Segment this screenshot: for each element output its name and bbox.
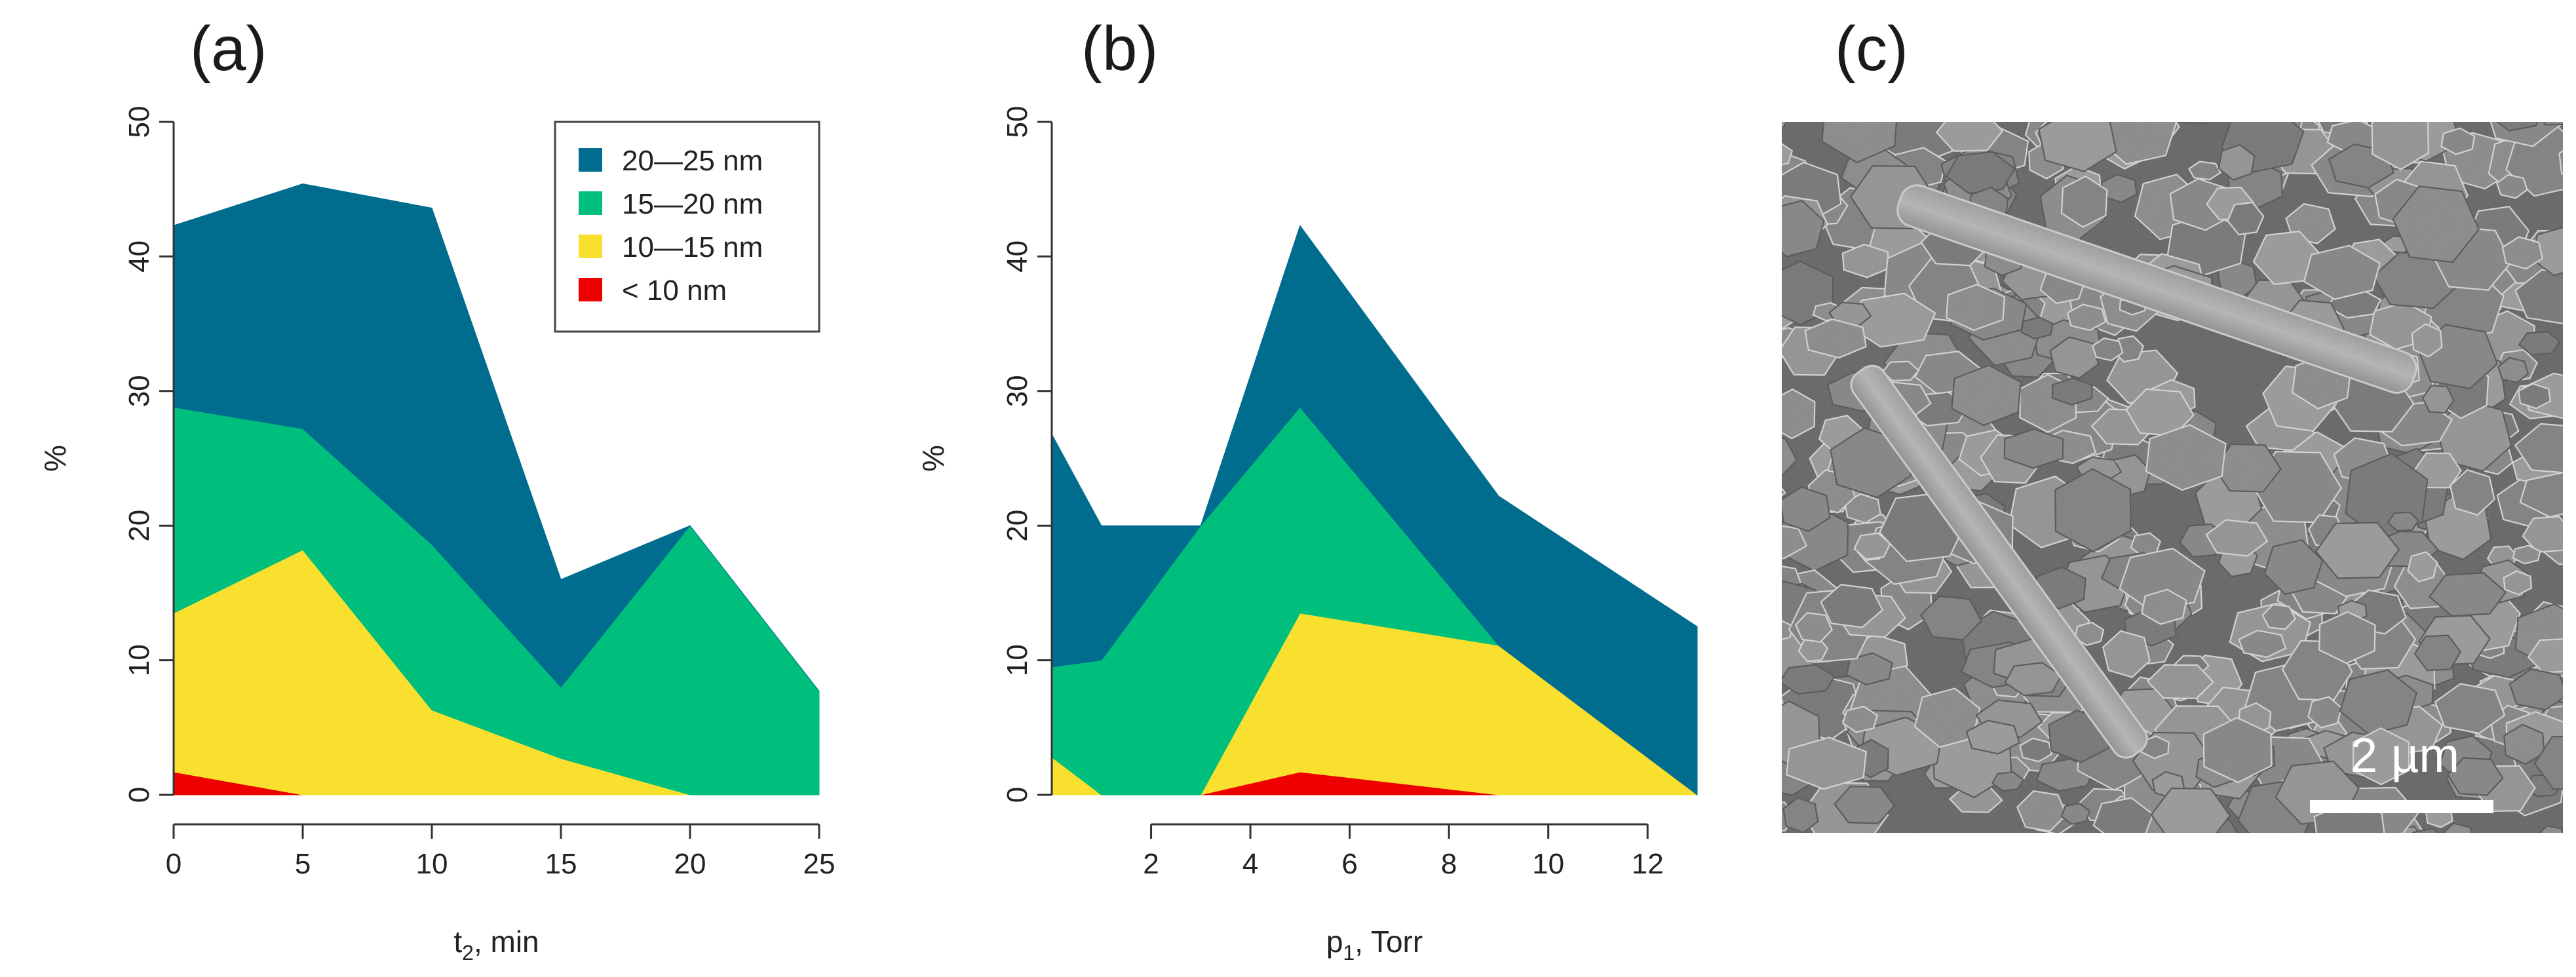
- legend-label: < 10 nm: [622, 275, 727, 307]
- scale-bar: [2310, 800, 2493, 813]
- x-tick-label: 10: [416, 848, 448, 880]
- y-axis-label: %: [916, 445, 950, 472]
- x-tick-label: 6: [1341, 848, 1357, 880]
- y-tick-label: 20: [123, 510, 155, 542]
- legend-label: 15—20 nm: [622, 188, 763, 220]
- legend-swatch: [579, 235, 602, 258]
- x-tick-label: 2: [1143, 848, 1159, 880]
- scale-bar-label-overlay: 2 µm: [2351, 728, 2459, 782]
- y-tick-label: 50: [1001, 106, 1033, 138]
- legend-swatch: [579, 278, 602, 301]
- panel-label-b: (b): [1081, 14, 1159, 84]
- y-tick-label: 50: [123, 106, 155, 138]
- legend-swatch: [579, 148, 602, 172]
- x-axis-label: p1, Torr: [1326, 925, 1423, 965]
- x-tick-label: 5: [295, 848, 311, 880]
- area-20-25-nm: [1051, 225, 1698, 796]
- y-axis-label: %: [38, 445, 72, 472]
- x-tick-label: 20: [674, 848, 706, 880]
- x-tick-label: 4: [1242, 848, 1258, 880]
- area-20-25-nm: [173, 183, 820, 692]
- chart-b: 0 10 20 30 40 50 2 4 6 8 10 12 p1, Torr%: [916, 106, 1699, 965]
- x-tick-label: 15: [545, 848, 577, 880]
- sem-micrograph: 2 µm: [1782, 122, 2563, 833]
- sem-noise: [1782, 122, 2563, 833]
- y-tick-label: 20: [1001, 510, 1033, 542]
- legend-swatch: [579, 191, 602, 215]
- x-tick-label: 12: [1632, 848, 1664, 880]
- x-tick-label: 25: [803, 848, 836, 880]
- legend: 20—25 nm 15—20 nm 10—15 nm < 10 nm: [554, 121, 820, 333]
- y-tick-label: 0: [1001, 787, 1033, 803]
- y-tick-label: 10: [1001, 644, 1033, 676]
- x-tick-label: 10: [1532, 848, 1564, 880]
- legend-label: 10—15 nm: [622, 231, 763, 263]
- panel-label-c: (c): [1835, 14, 1908, 84]
- legend-label: 20—25 nm: [622, 145, 763, 177]
- chart-a: 0 10 20 30 40 50 0 5 10 15 20 25 t2, min% 20—25 nm 15…: [38, 106, 836, 965]
- panel-label-a: (a): [190, 14, 267, 84]
- y-tick-label: 0: [123, 787, 155, 803]
- sem-image: [1782, 122, 2563, 833]
- y-tick-label: 40: [1001, 240, 1033, 273]
- y-tick-label: 30: [1001, 375, 1033, 407]
- y-tick-label: 30: [123, 375, 155, 407]
- x-axis-label: t2, min: [453, 925, 539, 965]
- x-tick-label: 8: [1441, 848, 1457, 880]
- y-tick-label: 10: [123, 644, 155, 676]
- x-tick-label: 0: [166, 848, 182, 880]
- y-tick-label: 40: [123, 240, 155, 273]
